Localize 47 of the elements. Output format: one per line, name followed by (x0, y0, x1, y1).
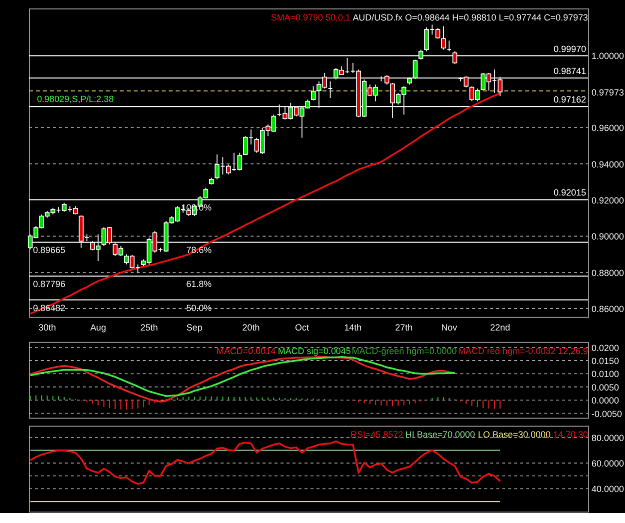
y-tick-label: 0.90000 (592, 232, 624, 242)
x-tick-label: 20th (242, 322, 260, 332)
y-tick-label: 0.88000 (592, 268, 624, 278)
y-tick-label: 40.0000 (592, 484, 624, 494)
x-tick-label: 25th (140, 322, 158, 332)
y-tick-label: 0.86000 (592, 304, 624, 314)
text: MACD red hgm=-0.0032 (458, 346, 556, 356)
y-tick-label: 60.0000 (592, 458, 624, 469)
series-label: RSI=45.8572 (350, 430, 404, 440)
y-tick-label: 80.0000 (592, 432, 624, 443)
text: MACD-green hgm=0.0000 (352, 346, 457, 356)
ref-line-label: 0.98741 (554, 66, 586, 76)
ref-line-label: 0.99970 (554, 44, 586, 54)
series-label: MACD sig=0.0045 (278, 346, 351, 356)
y-tick-label: 1.00000 (592, 50, 624, 61)
y-tick-label: 0.97973 (592, 87, 624, 98)
y-tick-label: -0.0050 (592, 408, 622, 419)
y-tick-label: 0.94000 (592, 159, 624, 170)
x-tick-label: 30th (38, 322, 56, 332)
y-tick-label: 0.0200 (592, 342, 619, 353)
y-tick-label: 0.0000 (592, 396, 619, 406)
x-tick-label: Aug (90, 322, 106, 332)
x-tick-label: 22nd (490, 322, 510, 332)
y-tick-label: 0.0150 (592, 356, 619, 366)
ref-line-label: 0.98029,S,P/L:2.38 (36, 94, 114, 104)
annotation: 50.0% (186, 302, 212, 313)
ref-line-label: 0.97162 (554, 94, 586, 105)
text: SMA=0.9790 50,0,1 (270, 12, 350, 22)
text: 14,70,30 (553, 430, 588, 440)
x-tick-label: Oct (295, 322, 310, 332)
series-label: MACD=0.0014 (216, 346, 276, 356)
x-tick-label: 27th (395, 322, 413, 332)
text: 12,26,9 (558, 346, 588, 356)
y-tick-label: 0.96000 (592, 123, 624, 134)
x-tick-label: Sep (186, 322, 202, 332)
y-tick-label: 0.92000 (592, 196, 624, 206)
text: AUD/USD.fx O=0.98644 H=0.98810 L=0.97744 C=0.97973 (352, 12, 588, 22)
ref-line-label: 0.92015 (554, 188, 586, 198)
annotation: 0.87796 (32, 279, 66, 290)
y-tick-label: 0.0100 (592, 369, 619, 380)
y-tick-label: 0.0050 (592, 382, 619, 392)
x-tick-label: 14th (344, 322, 362, 332)
ref-line-label: LO Base=30.0000 (478, 430, 551, 440)
annotation: 0.89665 (32, 245, 66, 256)
x-tick-label: Nov (441, 322, 458, 332)
ref-line-label: HI Base=70.0000 (405, 430, 475, 440)
annotation: 61.8% (186, 279, 212, 290)
